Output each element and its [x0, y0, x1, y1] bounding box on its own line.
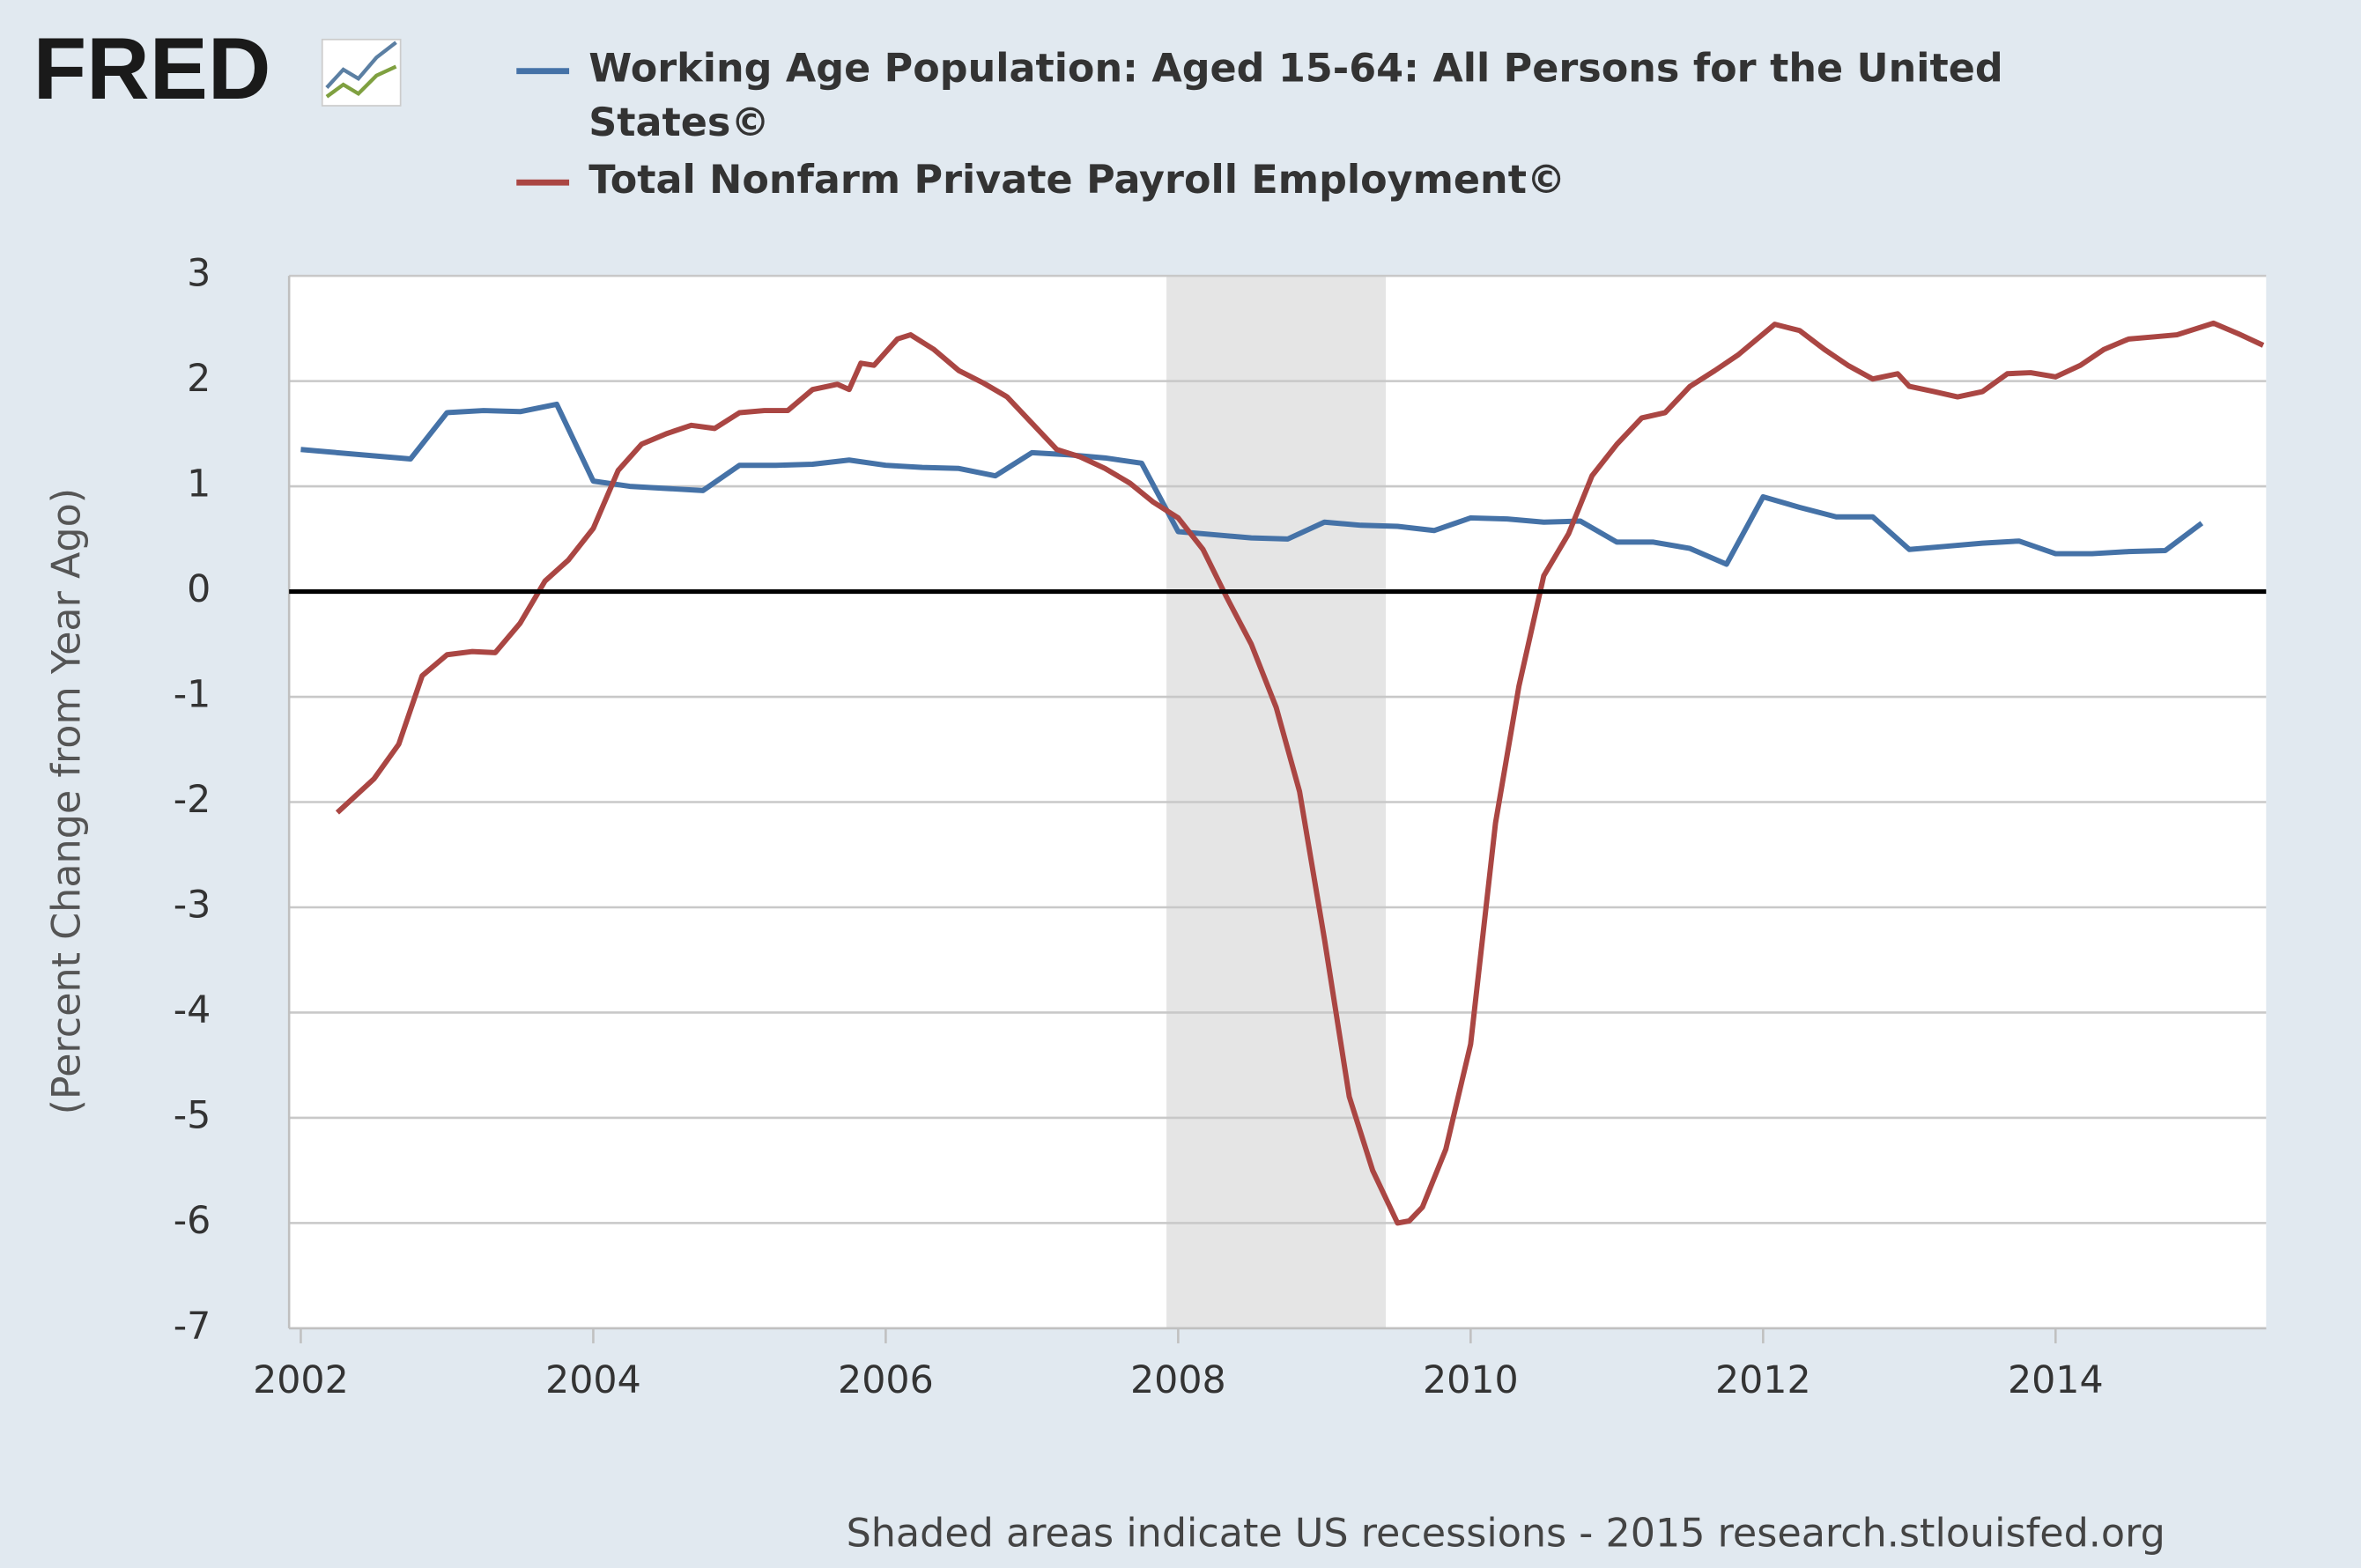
logo: FRED: [33, 20, 271, 118]
x-tick-label: 2008: [1130, 1358, 1226, 1402]
x-tick-label: 2002: [253, 1358, 349, 1402]
logo-icon: [321, 38, 402, 107]
x-tick-label: 2014: [2008, 1358, 2104, 1402]
y-tick-label: -6: [174, 1199, 211, 1243]
legend-label: Working Age Population: Aged 15-64: All …: [588, 47, 2003, 147]
footnote: Shaded areas indicate US recessions - 20…: [847, 1512, 2165, 1557]
x-tick-label: 2004: [545, 1358, 641, 1402]
x-tick-label: 2006: [838, 1358, 934, 1402]
y-tick-label: -1: [174, 673, 211, 717]
series-line: [300, 401, 2204, 567]
y-tick-label: 3: [187, 252, 211, 296]
y-tick-label: 0: [187, 567, 211, 611]
y-tick-label: 2: [187, 357, 211, 401]
y-tick-label: -3: [174, 883, 211, 927]
legend-label: Total Nonfarm Private Payroll Employment…: [588, 158, 1566, 204]
y-tick-label: -2: [174, 778, 211, 822]
y-tick-label: -5: [174, 1093, 211, 1137]
x-tick-label: 2010: [1423, 1358, 1519, 1402]
series-line: [335, 320, 2265, 1226]
y-tick-label: -7: [174, 1304, 211, 1348]
legend-item: Working Age Population: Aged 15-64: All …: [588, 47, 2003, 147]
y-axis-label: (Percent Change from Year Ago): [45, 488, 90, 1115]
x-tick-label: 2012: [1715, 1358, 1811, 1402]
y-tick-label: 1: [187, 462, 211, 507]
y-tick-label: -4: [174, 988, 211, 1032]
legend-item: Total Nonfarm Private Payroll Employment…: [588, 158, 1566, 204]
